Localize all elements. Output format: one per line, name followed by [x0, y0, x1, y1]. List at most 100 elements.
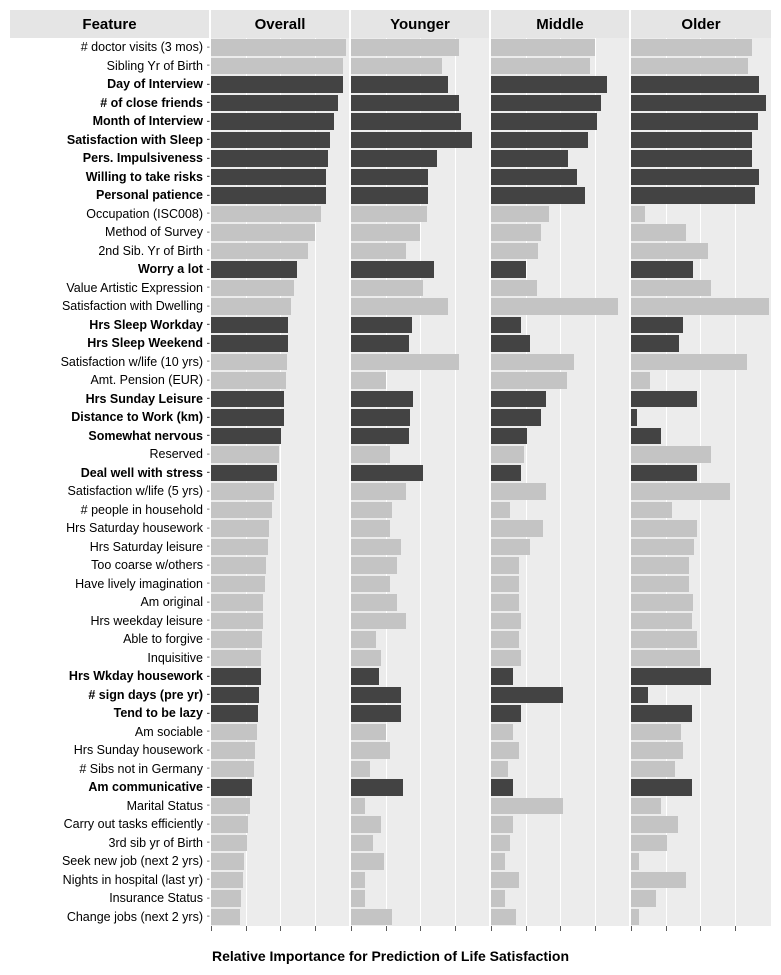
bar: [351, 224, 420, 241]
feature-importance-chart: Feature Overall Younger Middle Older # d…: [10, 10, 771, 964]
bar: [211, 650, 261, 667]
bar-row: [491, 94, 629, 113]
bar-row: [211, 593, 349, 612]
bar-row: [211, 445, 349, 464]
bar: [351, 187, 428, 204]
bar: [351, 391, 413, 408]
bar-row: [491, 297, 629, 316]
bar-row: [631, 704, 771, 723]
feature-label: Have lively imagination: [10, 575, 211, 594]
bar: [631, 391, 697, 408]
bar-row: [211, 834, 349, 853]
bar-row: [491, 482, 629, 501]
bar-row: [211, 168, 349, 187]
bar-row: [211, 334, 349, 353]
bar: [491, 372, 567, 389]
feature-label: Hrs Saturday housework: [10, 519, 211, 538]
bar-row: [211, 612, 349, 631]
bar: [351, 576, 390, 593]
feature-label: Value Artistic Expression: [10, 279, 211, 298]
bar: [211, 298, 291, 315]
bar: [211, 428, 281, 445]
bar-row: [351, 408, 489, 427]
bar: [211, 835, 247, 852]
bar: [211, 187, 326, 204]
bar: [211, 335, 288, 352]
bar: [211, 742, 255, 759]
bar: [631, 761, 675, 778]
feature-label: Amt. Pension (EUR): [10, 371, 211, 390]
bar-row: [491, 630, 629, 649]
bar: [491, 76, 607, 93]
bar-row: [211, 242, 349, 261]
bar: [491, 909, 516, 926]
bar-row: [211, 760, 349, 779]
header-feature: Feature: [10, 10, 211, 38]
bar-row: [211, 482, 349, 501]
feature-label: Insurance Status: [10, 889, 211, 908]
bar-row: [351, 316, 489, 335]
bar-row: [491, 390, 629, 409]
bar: [211, 58, 343, 75]
bar-row: [631, 223, 771, 242]
bar-row: [211, 741, 349, 760]
bar: [351, 298, 448, 315]
bar-row: [351, 482, 489, 501]
feature-label: Am communicative: [10, 778, 211, 797]
bar-row: [631, 649, 771, 668]
bar-row: [491, 667, 629, 686]
feature-label: # people in household: [10, 501, 211, 520]
bar-row: [631, 131, 771, 150]
bar: [491, 724, 513, 741]
bar-row: [211, 797, 349, 816]
bar-row: [351, 760, 489, 779]
bar-row: [631, 75, 771, 94]
bar: [631, 557, 689, 574]
bar: [351, 557, 397, 574]
bar-row: [351, 741, 489, 760]
bar: [211, 761, 254, 778]
bar: [211, 391, 284, 408]
bar-row: [491, 834, 629, 853]
bar: [631, 835, 667, 852]
bar: [211, 779, 252, 796]
bar: [631, 298, 769, 315]
bar: [491, 650, 521, 667]
feature-label: 3rd sib yr of Birth: [10, 834, 211, 853]
bar: [351, 631, 376, 648]
bar: [351, 446, 390, 463]
bar: [351, 150, 437, 167]
bar: [211, 465, 277, 482]
feature-label: Reserved: [10, 445, 211, 464]
bar-row: [351, 686, 489, 705]
bar: [631, 798, 661, 815]
bar-row: [351, 205, 489, 224]
bar: [491, 853, 505, 870]
bar-row: [351, 260, 489, 279]
bar: [631, 76, 759, 93]
bar-row: [211, 371, 349, 390]
bar: [351, 872, 365, 889]
bar: [351, 724, 386, 741]
panel-overall: [211, 38, 351, 926]
bar-row: [211, 353, 349, 372]
bar: [211, 39, 346, 56]
bar: [211, 631, 262, 648]
bar-row: [491, 75, 629, 94]
bar-row: [211, 649, 349, 668]
bar-row: [351, 649, 489, 668]
bar-row: [631, 778, 771, 797]
bar-row: [631, 205, 771, 224]
bar-row: [631, 575, 771, 594]
bar: [351, 39, 459, 56]
bar: [631, 354, 747, 371]
tick-row: [10, 926, 771, 934]
bar: [631, 206, 645, 223]
feature-label: Carry out tasks efficiently: [10, 815, 211, 834]
bar-row: [631, 667, 771, 686]
bar: [631, 428, 661, 445]
bar-row: [211, 501, 349, 520]
bar: [491, 576, 519, 593]
bar: [491, 150, 568, 167]
bar-row: [211, 279, 349, 298]
